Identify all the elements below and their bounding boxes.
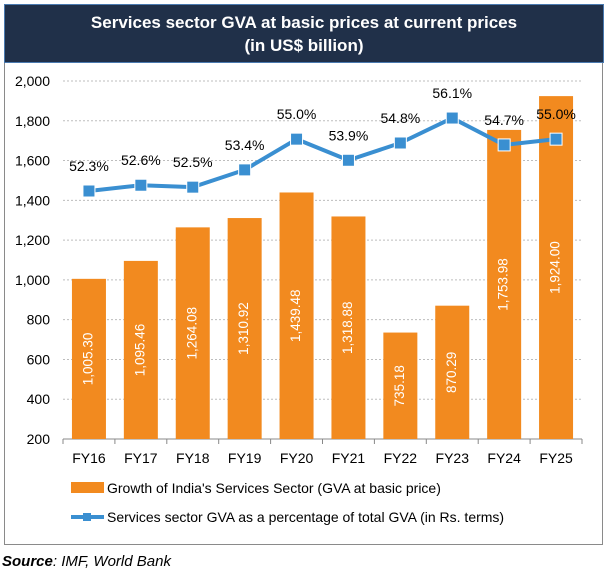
legend-line-marker <box>83 513 91 521</box>
line-data-label: 52.6% <box>121 152 161 168</box>
bar <box>383 332 418 439</box>
bar <box>279 192 314 439</box>
line-marker <box>341 153 355 167</box>
x-tick-label: FY24 <box>487 450 521 466</box>
line-data-label: 54.7% <box>484 112 524 128</box>
x-tick-label: FY20 <box>280 450 314 466</box>
source-label: Source <box>2 553 53 570</box>
y-tick-label: 400 <box>27 391 51 407</box>
x-tick-label: FY25 <box>539 450 573 466</box>
line-marker <box>549 132 563 146</box>
y-tick-label: 1,400 <box>15 192 50 208</box>
bar-data-label: 1,318.88 <box>340 301 355 354</box>
chart-plot: 200 400 600 800 1,000 1,200 1,400 1,600 1,800 2,0… <box>15 73 583 525</box>
line-data-label: 56.1% <box>432 85 472 101</box>
bar <box>71 278 106 439</box>
bar-data-label: 870.29 <box>444 352 459 393</box>
chart-subtitle: (in US$ billion) <box>244 36 364 55</box>
legend-bar-swatch <box>71 482 104 493</box>
line-data-label: 53.4% <box>225 137 265 153</box>
x-tick-label: FY17 <box>124 450 158 466</box>
y-tick-label: 600 <box>27 351 51 367</box>
line-marker <box>290 132 304 146</box>
bar-data-label: 1,005.30 <box>81 333 96 386</box>
line-marker <box>186 180 200 194</box>
line-data-label: 52.3% <box>69 158 109 174</box>
x-tick-label: FY19 <box>228 450 262 466</box>
bar-data-label: 735.18 <box>392 365 407 406</box>
line-marker <box>82 184 96 198</box>
bar-data-label: 1,439.48 <box>288 289 303 342</box>
line-data-label: 53.9% <box>329 127 369 143</box>
y-tick-label: 200 <box>27 431 51 447</box>
x-tick-label: FY18 <box>176 450 210 466</box>
x-tick-label: FY21 <box>332 450 366 466</box>
line-marker <box>134 178 148 192</box>
line-series <box>88 116 557 193</box>
bar-data-label: 1,924.00 <box>548 241 563 294</box>
line-marker <box>393 136 407 150</box>
bar-data-label: 1,095.46 <box>132 324 147 377</box>
chart-title-bar: Services sector GVA at basic prices at c… <box>4 4 604 63</box>
x-tick-label: FY23 <box>436 450 470 466</box>
line-data-label: 54.8% <box>380 110 420 126</box>
bar-data-label: 1,264.08 <box>184 307 199 360</box>
line-marker <box>497 138 511 152</box>
y-tick-label: 1,800 <box>15 113 50 129</box>
x-tick-label: FY16 <box>72 450 106 466</box>
bar <box>175 227 210 439</box>
bar <box>331 216 366 439</box>
x-tick-label: FY22 <box>384 450 418 466</box>
bar <box>435 305 470 439</box>
y-tick-label: 1,200 <box>15 232 50 248</box>
y-tick-label: 800 <box>27 312 51 328</box>
line-data-label: 55.0% <box>536 106 576 122</box>
bar <box>227 218 262 439</box>
source-text: : IMF, World Bank <box>52 553 171 570</box>
chart-title: Services sector GVA at basic prices at c… <box>90 13 518 32</box>
line-data-label: 52.5% <box>173 154 213 170</box>
y-tick-label: 2,000 <box>15 73 50 89</box>
y-tick-label: 1,600 <box>15 153 50 169</box>
bar <box>487 129 522 439</box>
bar-data-label: 1,310.92 <box>236 302 251 355</box>
line-data-label: 55.0% <box>277 106 317 122</box>
bar-data-label: 1,753.98 <box>496 258 511 311</box>
source-note: Source: IMF, World Bank <box>2 553 171 570</box>
legend-bar-label: Growth of India's Services Sector (GVA a… <box>107 480 441 496</box>
bar <box>123 260 158 439</box>
line-marker <box>445 111 459 125</box>
bar <box>539 96 574 440</box>
line-marker <box>238 163 252 177</box>
legend-line-label: Services sector GVA as a percentage of t… <box>107 509 504 525</box>
y-tick-label: 1,000 <box>15 272 50 288</box>
